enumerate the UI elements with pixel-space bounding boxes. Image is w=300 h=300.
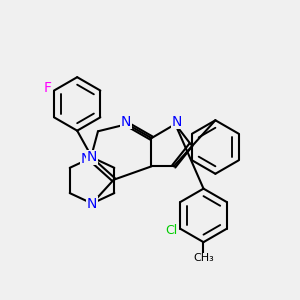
Text: CH₃: CH₃ [193,254,214,263]
Text: N: N [87,196,97,211]
Text: Cl: Cl [166,223,178,236]
Text: N: N [120,115,131,129]
Text: N: N [87,150,97,164]
Text: Cl: Cl [165,224,178,237]
Text: F: F [44,81,52,95]
Text: N: N [81,152,91,166]
Text: N: N [172,115,182,129]
